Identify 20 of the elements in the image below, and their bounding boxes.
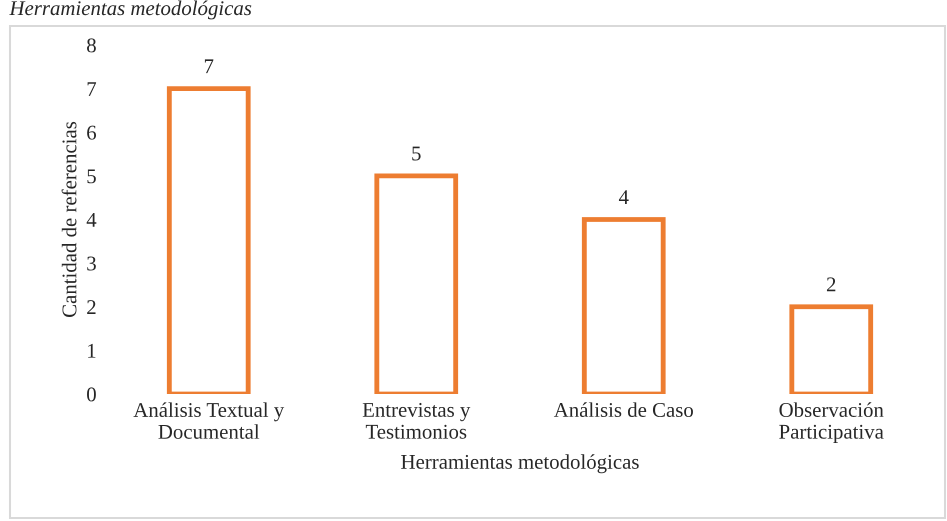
y-tick-label: 2 bbox=[87, 300, 96, 314]
y-tick-label: 6 bbox=[87, 126, 96, 140]
x-tick-label: Análisis Textual y Documental bbox=[133, 402, 284, 439]
x-tick-label: Análisis de Caso bbox=[554, 402, 693, 417]
chart-title: Herramientas metodológicas bbox=[9, 0, 252, 20]
y-tick-label: 1 bbox=[88, 344, 96, 358]
y-tick-label: 3 bbox=[87, 256, 96, 271]
data-label: 2 bbox=[826, 277, 836, 292]
y-tick-label: 4 bbox=[86, 213, 96, 227]
data-label: 7 bbox=[204, 59, 214, 74]
y-tick-label: 8 bbox=[87, 38, 96, 52]
data-label: 5 bbox=[412, 146, 421, 161]
y-tick-label: 0 bbox=[87, 387, 96, 402]
data-label: 4 bbox=[618, 190, 629, 204]
x-axis-title: Herramientas metodológicas bbox=[401, 454, 639, 474]
y-axis-title: Cantidad de referencias bbox=[62, 122, 76, 317]
x-tick-label: Observación Participativa bbox=[779, 402, 884, 444]
y-tick-label: 5 bbox=[87, 169, 96, 184]
x-tick-label: Entrevistas y Testimonios bbox=[362, 402, 470, 439]
y-tick-label: 7 bbox=[88, 82, 96, 96]
